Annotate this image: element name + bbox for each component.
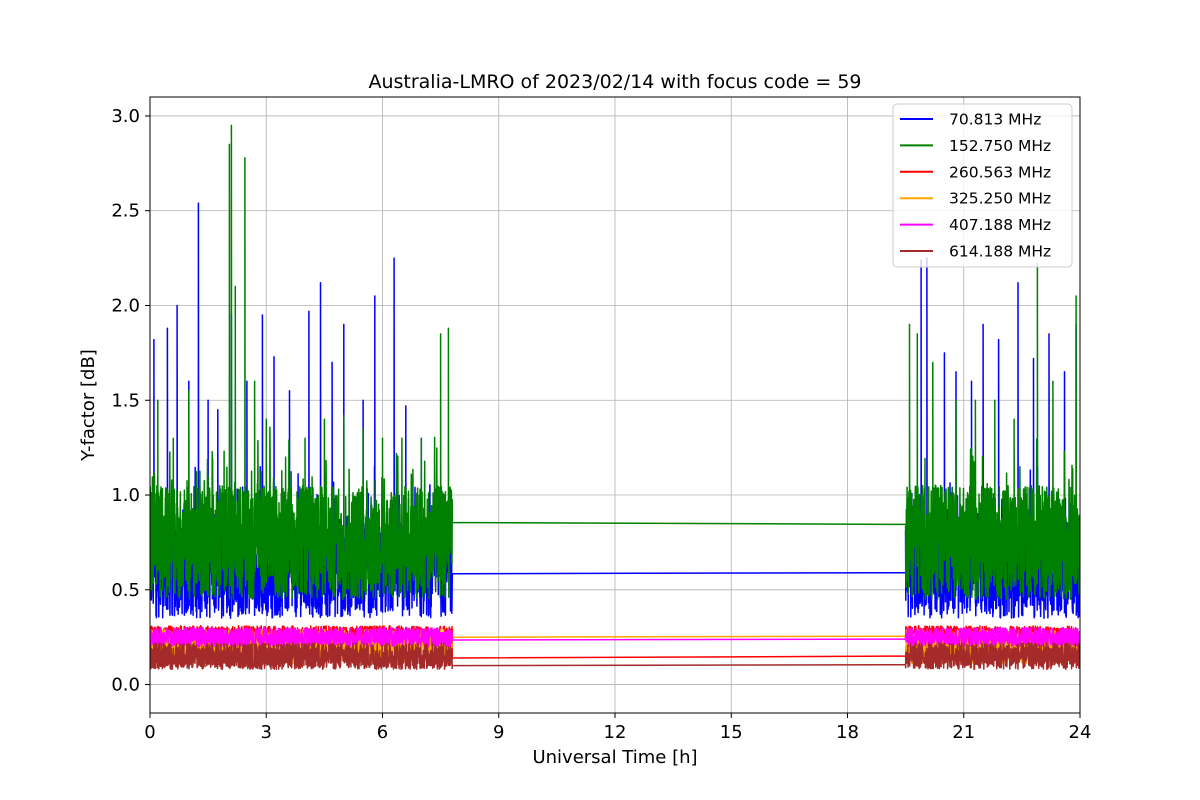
x-tick-label: 12	[604, 722, 627, 743]
y-axis-label: Y-factor [dB]	[78, 349, 99, 462]
y-tick-label: 2.0	[111, 295, 140, 316]
legend-label: 614.188 MHz	[949, 243, 1051, 261]
legend: 70.813 MHz 152.750 MHz 260.563 MHz 325.250 …	[892, 103, 1073, 268]
series-line	[150, 124, 1080, 601]
series-407-188-mhz	[150, 626, 1080, 648]
y-tick-label: 0.5	[111, 580, 140, 601]
legend-label: 325.250 MHz	[949, 190, 1051, 208]
series-line	[150, 642, 1080, 671]
y-tick-label: 1.5	[111, 390, 140, 411]
series-line	[150, 626, 1080, 648]
plot-series	[150, 124, 1080, 671]
axis-ticks: 0 3 6 9 12 15 18 21 24 0.0 0.5 1.0 1.5 2.0 2.5 3.0	[111, 106, 1091, 743]
series-614-188-mhz	[150, 642, 1080, 671]
x-tick-label: 15	[720, 722, 743, 743]
x-tick-label: 24	[1069, 722, 1092, 743]
legend-label: 260.563 MHz	[949, 163, 1051, 181]
legend-label: 152.750 MHz	[949, 137, 1051, 155]
y-tick-label: 1.0	[111, 485, 140, 506]
y-tick-label: 2.5	[111, 201, 140, 222]
series-152-750-mhz	[150, 124, 1080, 601]
x-tick-label: 18	[836, 722, 859, 743]
legend-label: 70.813 MHz	[949, 111, 1041, 129]
x-tick-label: 0	[144, 722, 155, 743]
x-tick-label: 9	[493, 722, 504, 743]
y-tick-label: 3.0	[111, 106, 140, 127]
x-tick-label: 6	[377, 722, 388, 743]
x-axis-label: Universal Time [h]	[532, 747, 697, 768]
legend-label: 407.188 MHz	[949, 216, 1051, 234]
x-tick-label: 21	[952, 722, 975, 743]
y-tick-label: 0.0	[111, 675, 140, 696]
chart-title: Australia-LMRO of 2023/02/14 with focus …	[368, 71, 861, 93]
x-tick-label: 3	[261, 722, 272, 743]
legend-box	[892, 103, 1073, 268]
